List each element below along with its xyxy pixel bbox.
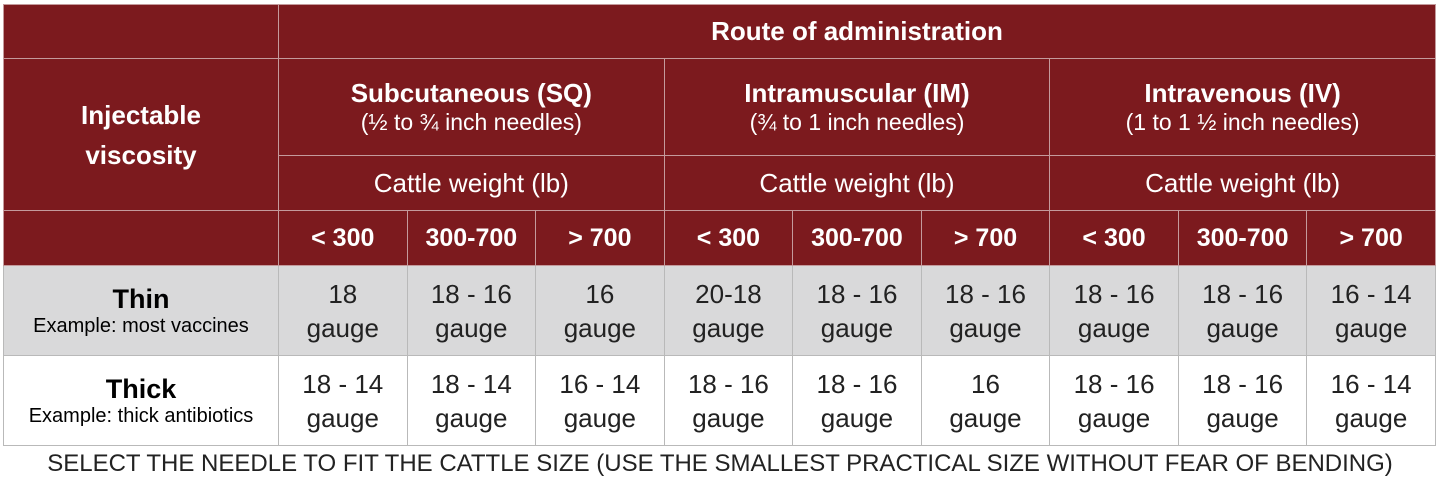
route-needles: (¾ to 1 inch needles) <box>749 109 965 135</box>
gauge-size: 18 - 16 <box>945 278 1026 309</box>
gauge-cell: 18 - 16 gauge <box>1049 355 1179 446</box>
gauge-size: 16 <box>971 368 1000 399</box>
route-name-cell: Subcutaneous (SQ) (½ to ¾ inch needles) <box>278 58 665 156</box>
table-row: Thick Example: thick antibiotics 18 - 14 ga… <box>3 355 1436 446</box>
weight-class: 300-700 <box>792 210 922 266</box>
gauge-cell: 16 gauge <box>920 355 1051 446</box>
gauge-cell: 18 - 16 gauge <box>792 355 922 446</box>
row-name: Thick <box>105 373 177 404</box>
weight-class: < 300 <box>278 210 408 266</box>
gauge-unit: gauge <box>1077 402 1151 433</box>
gauge-size: 16 - 14 <box>559 368 641 399</box>
gauge-unit: gauge <box>1334 402 1408 433</box>
gauge-unit: gauge <box>1206 402 1279 433</box>
gauge-unit: gauge <box>692 312 765 343</box>
header-blank <box>3 4 279 59</box>
route-name: Intramuscular (IM) <box>744 78 970 108</box>
weight-class: > 700 <box>1306 210 1436 266</box>
row-name: Thin <box>112 283 170 314</box>
weight-class: < 300 <box>1049 210 1179 266</box>
weight-class: 300-700 <box>406 210 537 266</box>
gauge-unit: gauge <box>306 312 379 343</box>
table-row: Cattle weight (lb) Cattle weight (lb) Catt… <box>4 155 1436 211</box>
row-header: Thin Example: most vaccines <box>3 265 279 356</box>
gauge-size: 18 - 14 <box>302 368 384 399</box>
gauge-unit: gauge <box>820 402 894 433</box>
corner-text: Injectable viscosity <box>81 99 201 170</box>
row-example: Example: most vaccines <box>33 314 249 337</box>
gauge-cell: 20-18 gauge <box>663 265 794 356</box>
gauge-cell: 16 - 14 gauge <box>1306 355 1436 446</box>
gauge-cell: 18 - 16 gauge <box>1177 265 1308 356</box>
gauge-size: 18 - 16 <box>816 278 898 309</box>
gauge-size: 18 - 16 <box>1202 278 1284 309</box>
footnote: SELECT THE NEEDLE TO FIT THE CATTLE SIZE… <box>47 450 1393 477</box>
gauge-cell: 18 - 16 gauge <box>1049 265 1179 356</box>
needle-table: Route of administration Injectable viscos… <box>3 4 1436 446</box>
weight-label: Cattle weight (lb) <box>663 155 1051 211</box>
weight-class: 300-700 <box>1177 210 1308 266</box>
row-header: Thick Example: thick antibiotics <box>3 355 279 446</box>
table-row: Thin Example: most vaccines 18 gauge 18 - 16… <box>3 265 1436 356</box>
gauge-size: 18 - 16 <box>687 368 769 399</box>
corner-header: Injectable viscosity <box>3 58 279 211</box>
gauge-cell: 16 gauge <box>535 265 665 356</box>
gauge-size: 16 <box>585 278 615 309</box>
gauge-cell: 18 - 14 gauge <box>278 355 408 446</box>
gauge-unit: gauge <box>692 402 765 433</box>
gauge-cell: 18 - 16 gauge <box>1177 355 1308 446</box>
table-row: Injectable viscosity Subcutaneous (SQ) (½ … <box>3 58 1436 211</box>
weight-class: > 700 <box>535 210 665 266</box>
needle-table-wrap: Route of administration Injectable viscos… <box>3 4 1436 446</box>
gauge-size: 18 - 16 <box>816 368 898 399</box>
weight-label: Cattle weight (lb) <box>278 155 665 211</box>
gauge-cell: 18 - 16 gauge <box>920 265 1051 356</box>
route-needles: (1 to 1 ½ inch needles) <box>1125 109 1360 135</box>
gauge-size: 18 - 16 <box>1073 368 1155 399</box>
route-name-cell: Intravenous (IV) (1 to 1 ½ inch needles) <box>1049 58 1436 156</box>
gauge-unit: gauge <box>306 402 379 433</box>
gauge-unit: gauge <box>435 312 508 343</box>
gauge-cell: 16 - 14 gauge <box>535 355 665 446</box>
header-blank <box>3 210 279 266</box>
gauge-unit: gauge <box>949 312 1022 343</box>
table-row: Route of administration <box>3 4 1436 59</box>
gauge-cell: 18 - 16 gauge <box>406 265 537 356</box>
gauge-unit: gauge <box>563 402 637 433</box>
gauge-size: 16 - 14 <box>1330 368 1412 399</box>
route-name: Subcutaneous (SQ) <box>350 78 592 108</box>
weight-class: > 700 <box>920 210 1051 266</box>
gauge-unit: gauge <box>435 402 508 433</box>
gauge-size: 18 - 16 <box>430 278 512 309</box>
gauge-cell: 18 - 16 gauge <box>663 355 794 446</box>
gauge-size: 18 - 14 <box>430 368 512 399</box>
gauge-unit: gauge <box>1206 312 1279 343</box>
gauge-unit: gauge <box>1334 312 1408 343</box>
gauge-cell: 18 - 16 gauge <box>792 265 922 356</box>
table-row: < 300 300-700 > 700 < 300 300-700 > 700 < 300 3… <box>3 210 1436 266</box>
route-name-cell: Intramuscular (IM) (¾ to 1 inch needles) <box>663 58 1051 156</box>
gauge-size: 20-18 <box>695 278 762 309</box>
gauge-unit: gauge <box>563 312 637 343</box>
gauge-cell: 18 - 14 gauge <box>406 355 537 446</box>
gauge-unit: gauge <box>820 312 894 343</box>
route-header: Route of administration <box>278 4 1436 59</box>
route-name: Intravenous (IV) <box>1144 78 1341 108</box>
route-needles: (½ to ¾ inch needles) <box>360 109 582 135</box>
gauge-size: 18 - 16 <box>1202 368 1284 399</box>
gauge-unit: gauge <box>949 402 1022 433</box>
gauge-size: 18 <box>328 278 358 309</box>
gauge-unit: gauge <box>1077 312 1151 343</box>
weight-label: Cattle weight (lb) <box>1049 155 1436 211</box>
gauge-cell: 18 gauge <box>278 265 408 356</box>
gauge-cell: 16 - 14 gauge <box>1306 265 1436 356</box>
row-example: Example: thick antibiotics <box>28 404 254 427</box>
gauge-size: 18 - 16 <box>1073 278 1155 309</box>
weight-class: < 300 <box>663 210 794 266</box>
gauge-size: 16 - 14 <box>1330 278 1412 309</box>
